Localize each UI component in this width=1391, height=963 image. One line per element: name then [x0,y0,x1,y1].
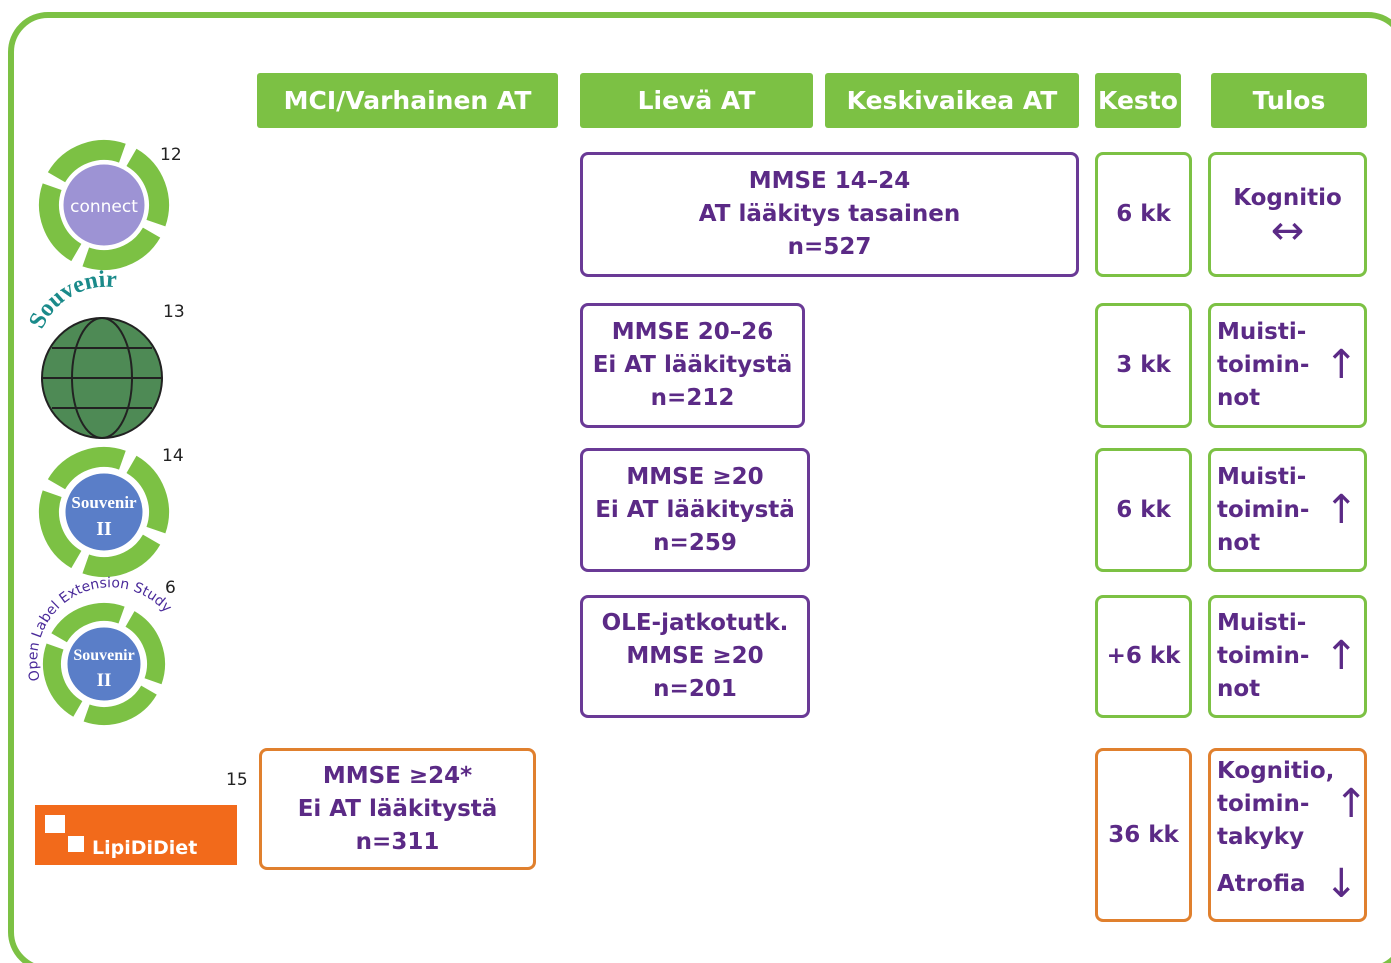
criteria-line: Ei AT lääkitystä [592,352,793,378]
reference: 14 [162,446,184,466]
criteria-box: MMSE ≥24* Ei AT lääkitystä n=311 [259,748,536,870]
result-line: Muisti- [1217,610,1307,636]
criteria-line: MMSE ≥20 [626,643,764,669]
duration: 36 kk [1108,821,1179,848]
result-box: Kognitio, toimin-takyky ↑ Atrofia ↓ [1208,748,1368,922]
column-header: Kesto [1095,73,1181,128]
criteria-line: n=201 [653,676,737,702]
result-line: not [1217,385,1261,411]
result-group: Kognitio ↔ [1217,159,1358,270]
criteria-line: Ei AT lääkitystä [297,795,498,822]
result-box: Muisti-toimin-not ↑ [1208,448,1367,572]
reference: 6 [165,578,176,598]
result-arrow: ↔ [1270,207,1305,254]
result-lines: Muisti-toimin-not [1217,607,1309,706]
result-group: Muisti-toimin-not ↑ [1217,602,1358,711]
result-group: Muisti-toimin-not ↑ [1217,310,1358,421]
duration-box: 6 kk [1095,152,1192,277]
result-group: Muisti-toimin-not ↑ [1217,455,1358,565]
duration: 6 kk [1116,496,1171,523]
criteria-box: MMSE ≥20 Ei AT lääkitystä n=259 [580,448,810,572]
logo-souvenir: Souvenir [24,267,163,439]
duration: 3 kk [1116,352,1171,378]
criteria-line: n=212 [650,385,735,411]
result-lines: Kognitio, toimin-takyky [1217,755,1334,854]
duration-box: 6 kk [1095,448,1192,572]
logo-text: II [97,670,112,691]
column-header: Lievä AT [580,73,813,128]
logo-text: connect [70,197,138,217]
logo-text: Souvenir [71,493,137,512]
criteria-box: OLE-jatkotutk. MMSE ≥20 n=201 [580,595,810,718]
result-box: Kognitio ↔ [1208,152,1367,277]
logo-text: LipiDiDiet [92,837,197,859]
result-arrow: ↑ [1324,486,1358,533]
criteria-line: AT lääkitys tasainen [698,201,961,227]
result-group: Kognitio, toimin-takyky ↑ [1217,755,1368,854]
duration-box: +6 kk [1095,595,1192,718]
logo-lipididiet: LipiDiDiet [35,805,237,865]
result-line: toimin- [1217,496,1310,523]
result-lines: Atrofia [1217,868,1306,901]
reference: 12 [160,145,182,165]
result-arrow: ↑ [1324,342,1358,388]
criteria-line: MMSE 14–24 [748,168,911,194]
result-line: Kognitio, [1217,758,1335,784]
column-header: MCI/Varhainen AT [257,73,558,128]
reference: 13 [163,302,185,322]
result-lines: Kognitio [1233,182,1342,215]
result-line: toimin- [1217,352,1310,378]
result-box: Muisti-toimin-not ↑ [1208,303,1367,428]
column-header: Tulos [1211,73,1367,128]
logo-text: Souvenir [73,647,134,664]
result-line: not [1217,676,1261,702]
result-group: Atrofia ↓ [1217,854,1358,915]
result-line: Muisti- [1217,463,1307,490]
criteria-line: MMSE 20–26 [611,319,774,345]
duration-box: 36 kk [1095,748,1192,922]
duration-box: 3 kk [1095,303,1192,428]
logo-ole: Open Label Extension Study Souvenir II [25,575,175,725]
criteria-line: n=527 [787,234,872,260]
result-line: Kognitio [1233,184,1342,211]
criteria-box: MMSE 14–24 AT lääkitys tasainen n=527 [580,152,1079,277]
criteria-line: Ei AT lääkitystä [595,496,795,523]
criteria-line: MMSE ≥20 [626,463,764,490]
reference: 15 [226,770,248,790]
frame [8,12,1391,963]
result-arrow: ↑ [1334,781,1368,827]
duration: +6 kk [1106,643,1181,669]
logo-souvenir-ii: Souvenir II [39,447,169,577]
result-line: toimin- [1217,643,1310,669]
result-arrow: ↑ [1324,633,1358,679]
result-lines: Muisti-toimin-not [1217,461,1309,560]
logo-connect: connect [39,140,169,270]
logo-text: II [96,518,112,540]
duration: 6 kk [1116,201,1171,227]
result-arrow: ↓ [1324,861,1358,907]
result-line: Muisti- [1217,319,1307,345]
result-line: toimin- [1217,791,1310,817]
result-box: Muisti-toimin-not ↑ [1208,595,1367,718]
criteria-box: MMSE 20–26 Ei AT lääkitystä n=212 [580,303,805,428]
criteria-line: MMSE ≥24* [322,762,473,789]
result-line: takyky [1217,824,1305,850]
column-header: Keskivaikea AT [825,73,1079,128]
criteria-line: OLE-jatkotutk. [601,610,789,636]
result-line: Atrofia [1217,871,1306,897]
criteria-line: n=311 [355,828,440,855]
result-lines: Muisti-toimin-not [1217,316,1309,415]
criteria-line: n=259 [653,529,737,556]
result-line: not [1217,529,1261,556]
